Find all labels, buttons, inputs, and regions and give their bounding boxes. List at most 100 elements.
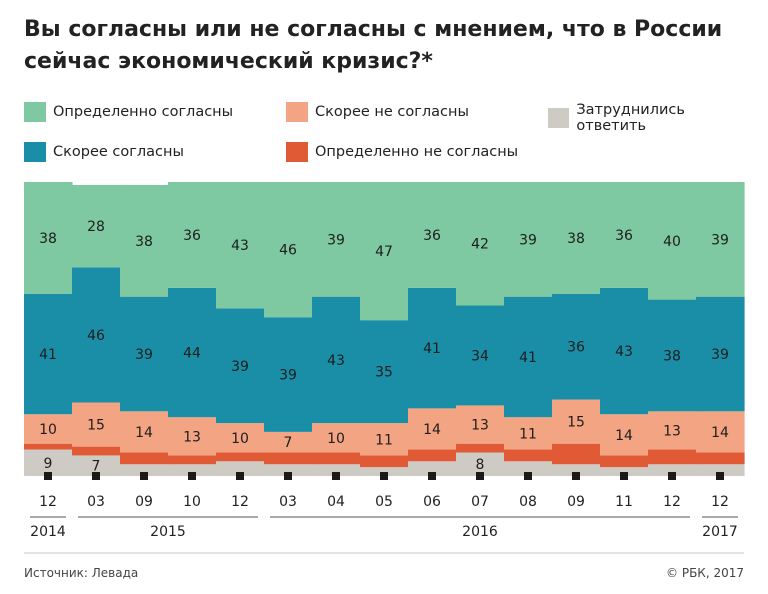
bar-segment — [168, 182, 217, 288]
bar-segment — [120, 296, 169, 412]
data-label: 47 — [375, 244, 393, 260]
bar-segment — [216, 308, 265, 424]
tick-marker — [524, 472, 532, 480]
bar-segment — [408, 408, 457, 450]
bar-segment — [648, 449, 697, 465]
data-label: 14 — [423, 422, 441, 438]
tick-label: 08 — [519, 494, 537, 510]
bar-segment — [216, 452, 265, 462]
bar-segment — [312, 296, 361, 424]
tick-label: 12 — [39, 494, 57, 510]
data-label: 13 — [183, 429, 201, 445]
data-label: 38 — [39, 231, 57, 247]
copyright: © РБК, 2017 — [666, 566, 744, 580]
bar-segment — [72, 455, 121, 476]
bar-segment — [264, 182, 313, 318]
data-label: 39 — [231, 359, 249, 375]
data-label: 7 — [284, 435, 293, 451]
bar-segment — [24, 182, 73, 294]
bar-segment — [216, 423, 265, 453]
data-label: 40 — [663, 234, 681, 250]
bar-segment — [24, 449, 73, 476]
tick-label: 03 — [87, 494, 105, 510]
tick-marker — [572, 472, 580, 480]
bar-segment — [600, 182, 649, 288]
bar-segment — [72, 267, 121, 403]
tick-marker — [332, 472, 340, 480]
bar-segment — [120, 411, 169, 453]
legend-swatch — [24, 142, 46, 162]
data-label: 10 — [327, 431, 345, 447]
tick-label: 09 — [135, 494, 153, 510]
data-label: 43 — [327, 353, 345, 369]
bar-segment — [120, 464, 169, 476]
bar-segment — [216, 461, 265, 476]
legend-swatch — [548, 108, 570, 128]
data-label: 14 — [711, 425, 729, 441]
bar-segment — [72, 402, 121, 447]
bar-segment — [408, 449, 457, 462]
tick-marker — [284, 472, 292, 480]
bar-segment — [360, 182, 409, 321]
tick-label: 03 — [279, 494, 297, 510]
bar-segment — [168, 287, 217, 418]
legend-swatch — [286, 102, 308, 122]
data-label: 39 — [327, 232, 345, 248]
bar-segment — [456, 182, 505, 306]
bar-segment — [600, 467, 649, 476]
bar-segment — [648, 299, 697, 412]
legend-item-definitely-disagree: Определенно не согласны — [286, 142, 518, 162]
bar-segment — [456, 305, 505, 406]
bar-segment — [696, 411, 745, 453]
tick-marker — [380, 472, 388, 480]
data-label: 15 — [87, 418, 105, 434]
data-label: 39 — [519, 232, 537, 248]
data-label: 8 — [476, 457, 485, 473]
data-label: 41 — [39, 347, 57, 363]
data-label: 36 — [183, 228, 201, 244]
tick-marker — [236, 472, 244, 480]
bar-segment — [456, 443, 505, 453]
legend-swatch — [24, 102, 46, 122]
tick-marker — [716, 472, 724, 480]
legend: Определенно согласны Скорее не согласны … — [24, 102, 754, 172]
bar-segment — [552, 443, 601, 465]
data-label: 39 — [711, 347, 729, 363]
legend-item-definitely-agree: Определенно согласны — [24, 102, 233, 122]
bar-segment — [504, 449, 553, 462]
bar-segment — [648, 464, 697, 476]
tick-label: 07 — [471, 494, 489, 510]
tick-label: 11 — [615, 494, 633, 510]
data-label: 46 — [87, 328, 105, 344]
bar-segment — [408, 461, 457, 476]
data-label: 10 — [231, 431, 249, 447]
data-label: 43 — [231, 238, 249, 254]
year-label: 2017 — [702, 524, 738, 540]
tick-label: 04 — [327, 494, 345, 510]
data-label: 15 — [567, 415, 585, 431]
bar-segment — [72, 184, 121, 268]
bar-segment — [72, 446, 121, 456]
tick-marker — [140, 472, 148, 480]
bar-segment — [456, 405, 505, 444]
data-label: 46 — [279, 243, 297, 259]
data-label: 43 — [615, 344, 633, 360]
bar-segment — [24, 414, 73, 444]
tick-label: 12 — [231, 494, 249, 510]
legend-swatch — [286, 142, 308, 162]
data-label: 35 — [375, 365, 393, 381]
data-label: 14 — [135, 425, 153, 441]
data-label: 14 — [615, 428, 633, 444]
legend-label: Определенно не согласны — [315, 144, 519, 160]
legend-label: Затруднились ответить — [576, 102, 685, 134]
bar-segment — [600, 455, 649, 468]
title-line-1: Вы согласны или не согласны с мнением, ч… — [24, 17, 723, 42]
bar-segment — [648, 182, 697, 300]
tick-label: 06 — [423, 494, 441, 510]
bar-segment — [24, 443, 73, 450]
data-label: 36 — [567, 340, 585, 356]
legend-item-undecided: Затруднились ответить — [548, 102, 754, 134]
bar-segment — [264, 431, 313, 453]
bar-segment — [360, 320, 409, 424]
